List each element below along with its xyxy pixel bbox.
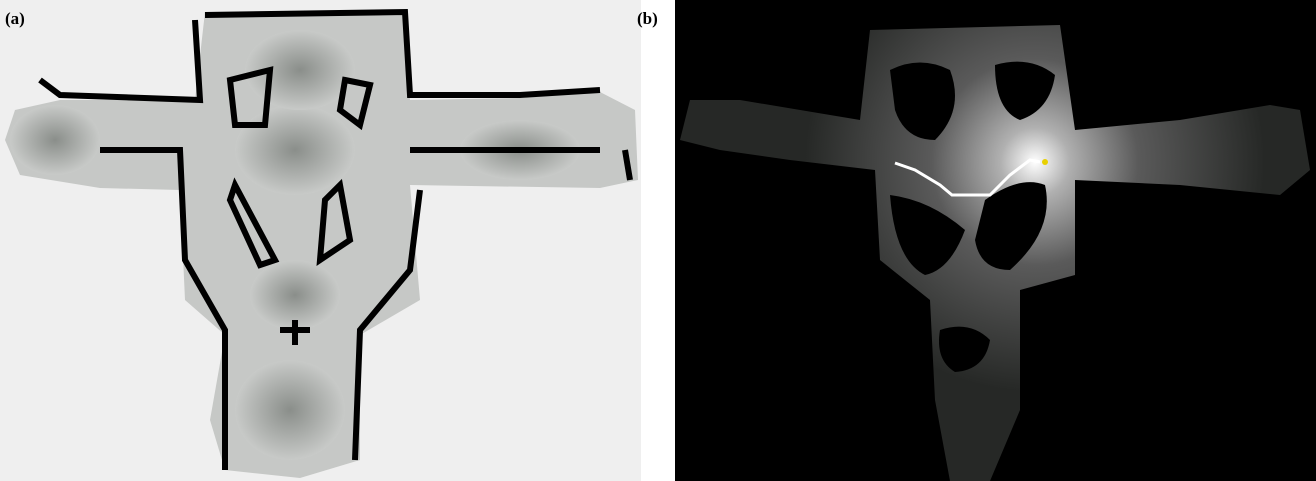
panel-a: (a) [0,0,641,481]
shade [250,260,340,330]
goal-marker [1042,159,1048,165]
panel-b [675,0,1316,481]
page: (a) (b) (() => { const data = JSON.parse… [0,0,1316,481]
figure: (a) (b) [0,0,1316,481]
shade [10,105,100,175]
shade [235,360,345,460]
shade [235,105,355,195]
panel-label: (b) [637,9,658,28]
panel-label: (a) [5,9,25,28]
